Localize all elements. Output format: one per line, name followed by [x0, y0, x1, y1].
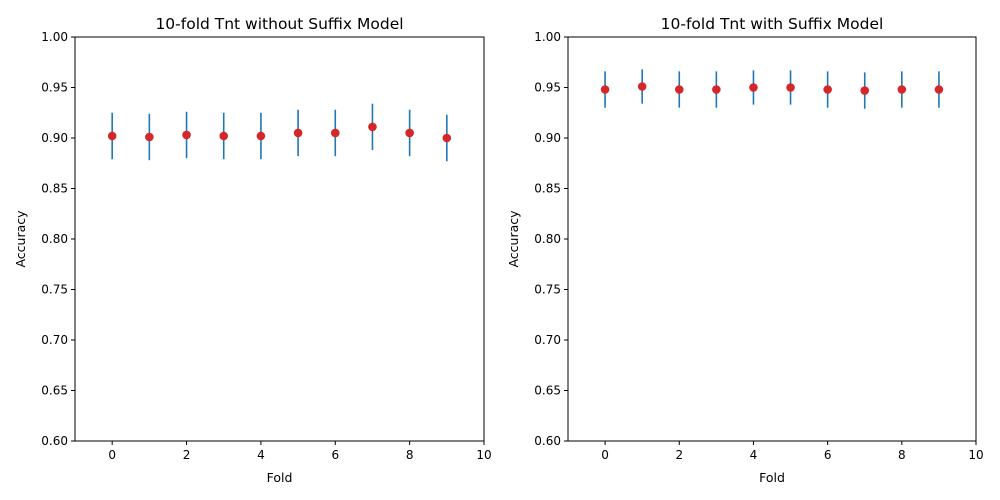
- x-tick-label: 6: [331, 448, 339, 462]
- y-tick-label: 0.80: [534, 232, 561, 246]
- data-point: [256, 131, 266, 141]
- data-point: [860, 86, 870, 95]
- x-tick-label: 4: [257, 448, 265, 462]
- x-tick-label: 2: [675, 448, 683, 462]
- x-tick-label: 4: [750, 448, 758, 462]
- y-tick-label: 0.70: [41, 333, 68, 347]
- data-point: [897, 85, 907, 94]
- chart-panel-without-suffix: 0 2 4 6 8 10 0.60 0.65 0.70 0.75 0.80 0.85 0.90 0.95 1…: [13, 15, 492, 485]
- y-tick-label: 0.95: [534, 81, 561, 95]
- y-tick-label: 0.90: [41, 131, 68, 145]
- x-tick-label: 10: [968, 448, 983, 462]
- data-point: [368, 122, 377, 132]
- data-point: [405, 128, 414, 138]
- chart-title: 10-fold Tnt with Suffix Model: [661, 15, 884, 33]
- y-tick-label: 0.75: [534, 283, 561, 297]
- data-point: [786, 83, 795, 92]
- x-tick-label: 10: [476, 448, 491, 462]
- x-tick-label: 2: [183, 448, 191, 462]
- x-tick-label: 6: [824, 448, 832, 462]
- data-point: [442, 133, 452, 143]
- y-axis-label: Accuracy: [13, 210, 28, 268]
- y-axis-label: Accuracy: [506, 210, 521, 268]
- y-tick-label: 0.75: [41, 283, 68, 297]
- y-tick-label: 0.60: [41, 434, 68, 448]
- data-point: [145, 132, 154, 142]
- x-axis-label: Fold: [759, 470, 785, 485]
- y-tick-label: 1.00: [41, 30, 68, 44]
- data-point: [330, 128, 340, 138]
- y-tick-label: 0.65: [41, 384, 68, 398]
- y-tick-label: 0.65: [534, 384, 561, 398]
- data-point: [823, 85, 832, 94]
- x-tick-label: 8: [898, 448, 906, 462]
- data-point: [600, 85, 610, 94]
- chart-panel-with-suffix: 0 2 4 6 8 10 0.60 0.65 0.70 0.75 0.80 0.85 0.90 0.95 1…: [506, 15, 984, 485]
- y-tick-label: 0.70: [534, 333, 561, 347]
- data-point: [219, 131, 229, 141]
- x-tick-label: 0: [601, 448, 609, 462]
- y-tick-label: 0.80: [41, 232, 68, 246]
- y-tick-label: 0.95: [41, 81, 68, 95]
- y-tick-label: 0.60: [534, 434, 561, 448]
- data-point: [637, 82, 647, 91]
- y-tick-label: 0.85: [41, 182, 68, 196]
- plot-frame: [74, 36, 485, 442]
- x-tick-label: 0: [108, 448, 116, 462]
- y-tick-label: 0.85: [534, 182, 561, 196]
- x-axis-label: Fold: [267, 470, 293, 485]
- chart-title: 10-fold Tnt without Suffix Model: [155, 15, 403, 33]
- data-point: [674, 85, 684, 94]
- data-point: [712, 85, 721, 94]
- y-tick-label: 1.00: [534, 30, 561, 44]
- data-point: [934, 85, 944, 94]
- data-point: [749, 83, 758, 92]
- plot-frame: [567, 36, 977, 442]
- x-tick-label: 8: [406, 448, 414, 462]
- y-tick-label: 0.90: [534, 131, 561, 145]
- data-point: [182, 130, 191, 140]
- data-point: [293, 128, 303, 138]
- data-point: [107, 131, 117, 141]
